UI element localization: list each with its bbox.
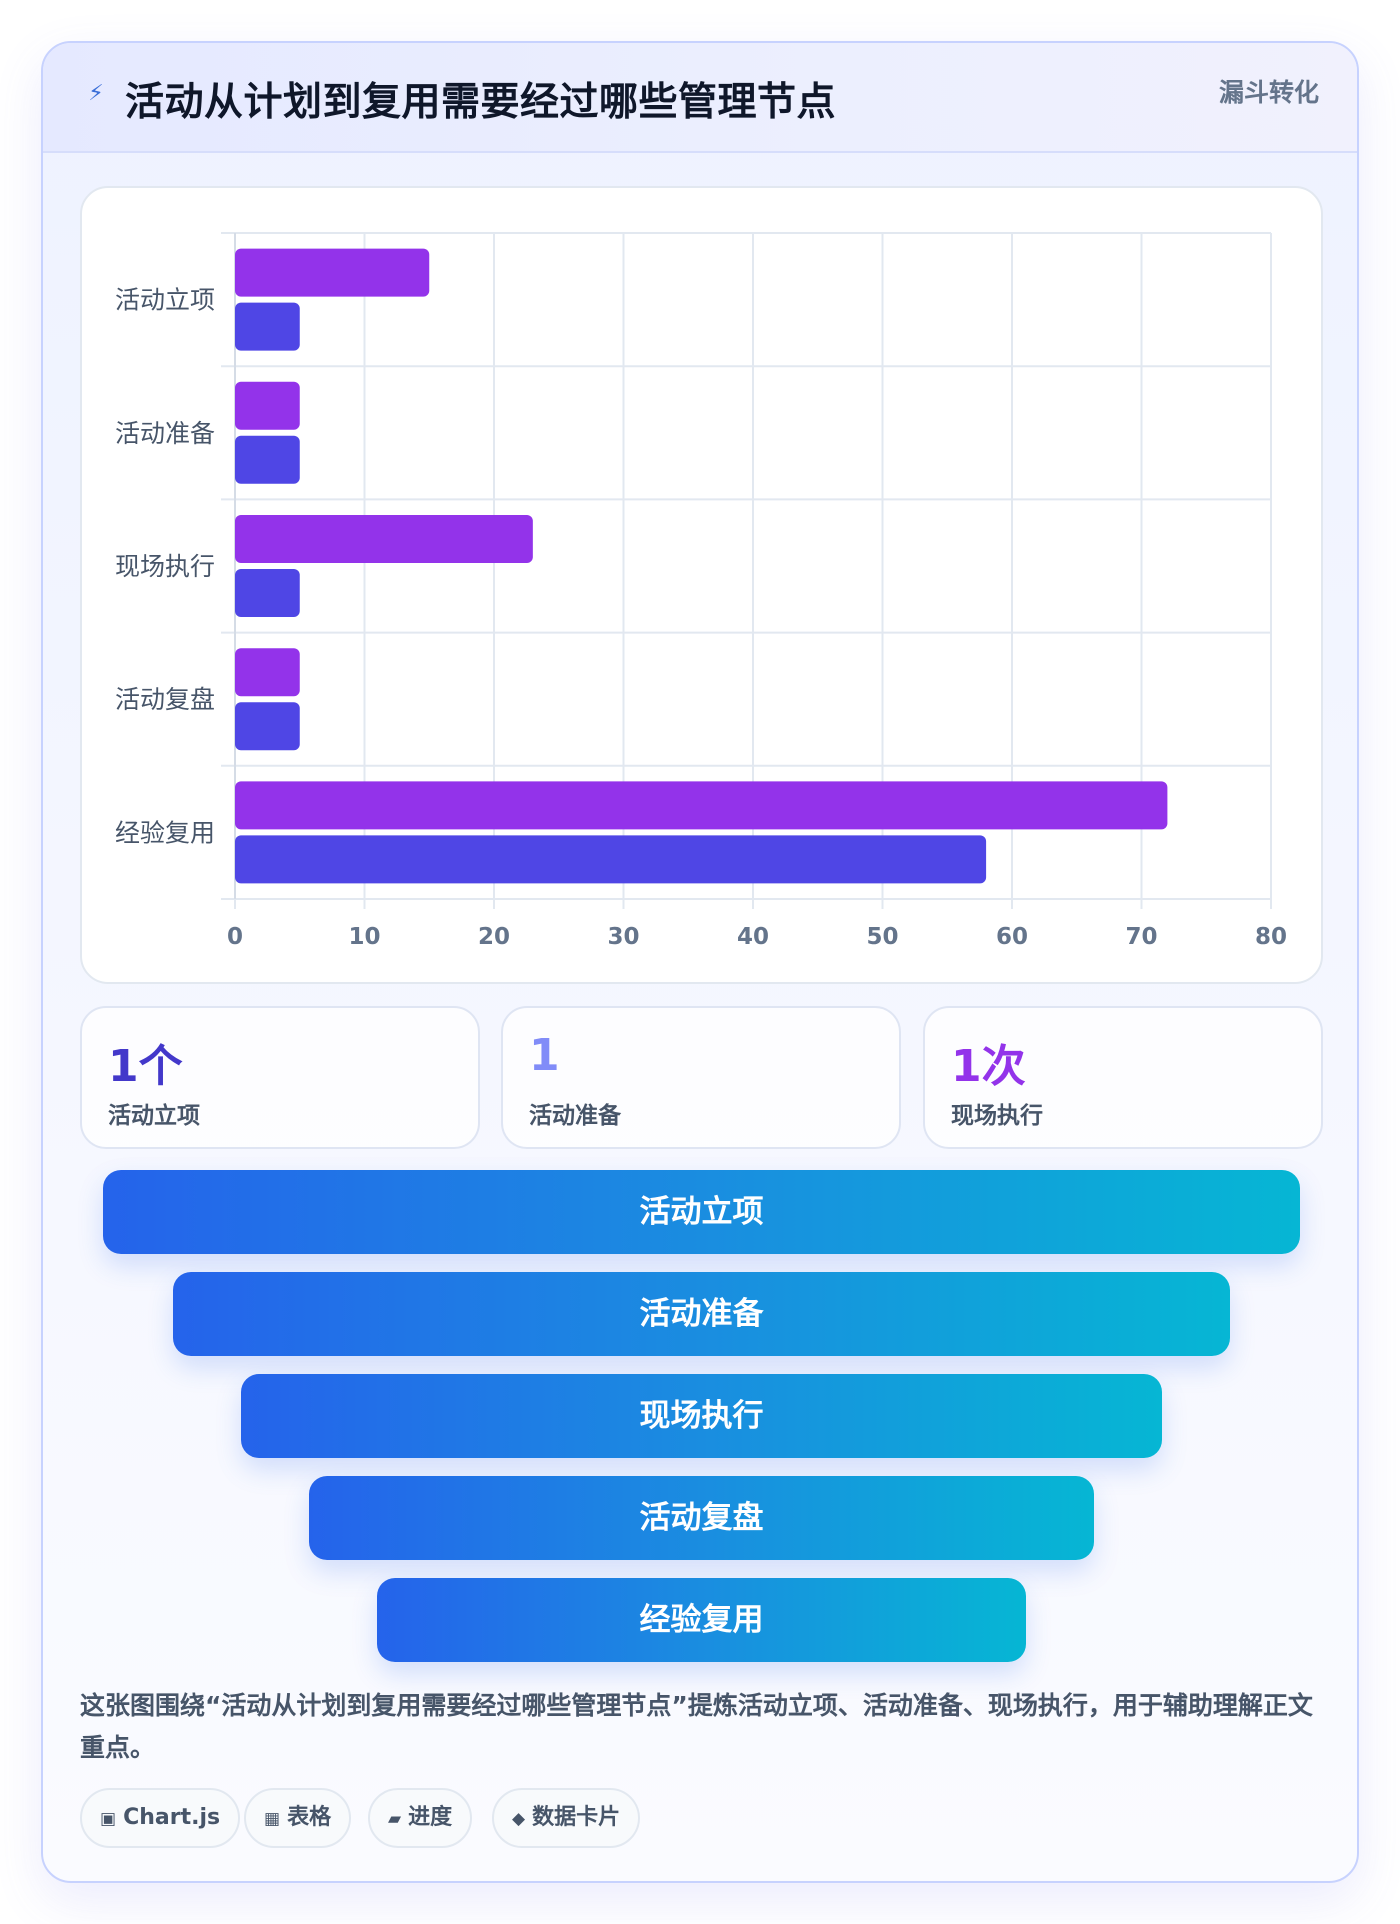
bar [235,515,533,563]
chip-label: Chart.js [123,1805,221,1830]
chip-table[interactable]: ▦ 表格 [244,1788,352,1848]
y-category-label: 现场执行 [115,552,215,581]
stat-label: 活动准备 [529,1103,621,1129]
x-tick-label: 70 [1125,924,1157,950]
bar [235,569,300,617]
x-tick-label: 50 [866,924,898,950]
x-tick-label: 20 [478,924,510,950]
stat-label: 现场执行 [951,1103,1043,1129]
bar [235,381,300,430]
stat-value: 1次 [951,1041,1026,1092]
chip-chartjs[interactable]: ▣ Chart.js [80,1788,241,1848]
x-tick-label: 0 [227,924,243,950]
stat-card: 1个 活动立项 [80,1006,480,1149]
chip-data-card[interactable]: ◆ 数据卡片 [492,1788,641,1848]
y-category-label: 活动立项 [115,286,215,315]
y-category-label: 活动准备 [115,419,215,448]
chart-description: 这张图围绕“活动从计划到复用需要经过哪些管理节点”提炼活动立项、活动准备、现场执… [80,1691,1313,1762]
funnel-step: 活动立项 [103,1170,1300,1254]
bar-chart-panel: 0 10 20 30 40 50 60 70 80 活动立项活动准备现场执行活动复盘经验复用 [80,186,1323,984]
table-icon: ▦ [264,1809,281,1829]
infographic-card: ⚡ 活动从计划到复用需要经过哪些管理节点 漏斗转化 0 10 20 30 40 50 60 7… [41,41,1359,1883]
page-title: 活动从计划到复用需要经过哪些管理节点 [125,80,837,125]
stat-card: 1 活动准备 [501,1006,901,1149]
x-tick-label: 80 [1255,924,1287,950]
bar [235,435,300,484]
progress-icon: ▰ [388,1809,402,1829]
chip-label: 表格 [287,1805,332,1830]
bar [235,702,300,751]
stat-cards: 1个 活动立项 1 活动准备 1次 现场执行 [80,1006,1323,1149]
bar [235,648,300,697]
chip-label: 数据卡片 [532,1805,621,1830]
x-tick-label: 30 [607,924,639,950]
funnel-step: 现场执行 [241,1374,1162,1458]
stat-card: 1次 现场执行 [923,1006,1323,1149]
x-tick-label: 60 [996,924,1028,950]
y-category-label: 活动复盘 [115,685,215,714]
card-header: ⚡ 活动从计划到复用需要经过哪些管理节点 漏斗转化 [43,43,1357,153]
diamond-icon: ◆ [512,1809,526,1829]
x-tick-label: 10 [348,924,380,950]
funnel-step: 经验复用 [377,1578,1026,1662]
bar [235,781,1168,830]
stat-label: 活动立项 [108,1103,200,1129]
bar [235,302,300,351]
funnel-step: 活动准备 [173,1272,1230,1356]
x-tick-label: 40 [737,924,769,950]
stat-value: 1 [529,1030,560,1081]
chip-progress[interactable]: ▰ 进度 [368,1788,473,1848]
bar [235,835,987,884]
chart-icon: ▣ [100,1809,117,1829]
stat-value: 1个 [108,1041,183,1092]
chip-label: 进度 [408,1805,453,1830]
chart-type-tag: 漏斗转化 [1218,78,1319,107]
y-category-label: 经验复用 [115,818,215,847]
bar [235,248,430,297]
lightning-icon: ⚡ [88,81,104,106]
funnel-step: 活动复盘 [309,1476,1094,1560]
